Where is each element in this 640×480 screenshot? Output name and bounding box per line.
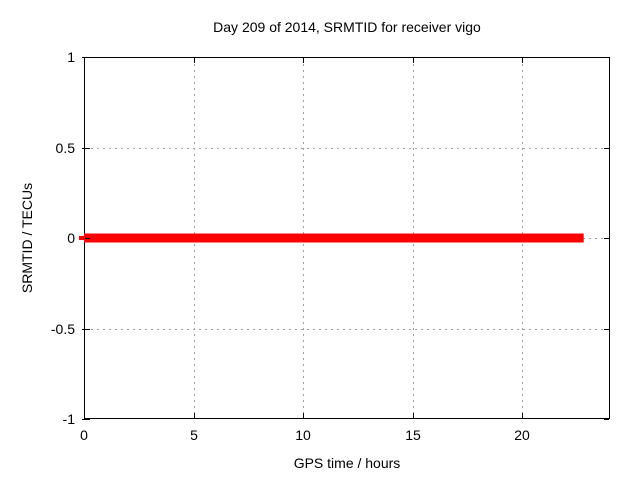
- y-tick-mark-mirror: [604, 238, 609, 239]
- y-tick-label: -0.5: [50, 321, 75, 337]
- y-tick-mark: [82, 148, 90, 149]
- series-start-tick: [79, 236, 85, 240]
- y-tick-mark-mirror: [604, 148, 609, 149]
- x-tick-label: 10: [295, 427, 311, 443]
- x-tick-label: 0: [80, 427, 88, 443]
- x-tick-label: 20: [514, 427, 530, 443]
- y-tick-label: 0: [67, 230, 75, 246]
- x-tick-mark-mirror: [303, 58, 304, 63]
- y-tick-mark-mirror: [604, 57, 609, 58]
- x-tick-mark: [303, 413, 304, 418]
- x-tick-label: 15: [405, 427, 421, 443]
- chart-title: Day 209 of 2014, SRMTID for receiver vig…: [213, 19, 481, 35]
- x-tick-mark-mirror: [194, 58, 195, 63]
- x-tick-mark: [413, 413, 414, 418]
- y-tick-mark-mirror: [604, 329, 609, 330]
- x-axis-label: GPS time / hours: [293, 455, 401, 471]
- y-tick-mark-mirror: [604, 419, 609, 420]
- y-tick-mark: [82, 57, 90, 58]
- data-series-line: [84, 233, 584, 243]
- x-tick-mark-mirror: [413, 58, 414, 63]
- y-tick-mark: [82, 329, 90, 330]
- y-tick-mark: [82, 238, 90, 239]
- y-tick-label: -1: [62, 411, 75, 427]
- x-tick-mark-mirror: [84, 58, 85, 63]
- y-tick-mark: [82, 419, 90, 420]
- x-tick-mark-mirror: [522, 58, 523, 63]
- y-tick-label: 0.5: [55, 140, 75, 156]
- x-tick-label: 5: [190, 427, 198, 443]
- x-tick-mark: [84, 413, 85, 418]
- x-tick-mark: [194, 413, 195, 418]
- x-tick-mark: [522, 413, 523, 418]
- gridline-horizontal: [85, 329, 609, 330]
- gridline-horizontal: [85, 148, 609, 149]
- y-tick-label: 1: [67, 49, 75, 65]
